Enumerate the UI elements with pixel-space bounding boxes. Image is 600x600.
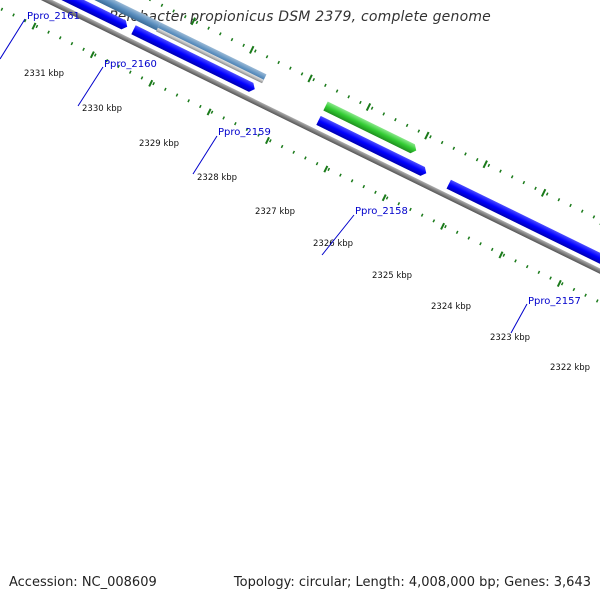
gene-ppro-2160-bar[interactable]: [36, 0, 161, 31]
scale-label: 2325 kbp: [372, 271, 412, 281]
callout-line: [0, 18, 26, 60]
scale-label: 2330 kbp: [82, 104, 122, 114]
outer-major-ticks: [190, 17, 600, 226]
gene-label-ppro-2157[interactable]: Ppro_2157: [528, 296, 581, 307]
gene-ppro-2159-shade: [156, 27, 264, 84]
callout-line: [192, 135, 218, 175]
gene-arrow[interactable]: [316, 115, 428, 178]
inner-major-ticks: [31, 22, 562, 288]
scale-label: 2331 kbp: [24, 69, 64, 79]
outer-tick-track: [148, 0, 600, 226]
callout-line: [77, 66, 104, 107]
scale-label: 2329 kbp: [139, 139, 179, 149]
genome-backbone: [0, 0, 600, 332]
gene-arrow[interactable]: [28, 0, 129, 31]
scale-label: 2326 kbp: [313, 239, 353, 249]
forward-gene-track: [28, 0, 600, 284]
callout-line: [321, 214, 355, 256]
accession-text: Accession: NC_008609: [9, 575, 157, 590]
genome-title: Pelobacter propionicus DSM 2379, complet…: [109, 9, 491, 25]
gene-ppro-2158-bar[interactable]: [323, 101, 418, 155]
scale-label: 2322 kbp: [550, 363, 590, 373]
gene-labels: Ppro_2161 Ppro_2160 Ppro_2159 Ppro_2158 …: [0, 11, 581, 334]
gene-arrow[interactable]: [446, 179, 600, 284]
scale-labels: 2331 kbp 2330 kbp 2329 kbp 2328 kbp 2327…: [24, 69, 590, 373]
pale-gene-track: [36, 0, 267, 84]
inner-minor-ticks: [0, 7, 599, 303]
inner-tick-track: [0, 7, 599, 303]
gene-label-ppro-2159[interactable]: Ppro_2159: [218, 127, 271, 138]
genome-tracks: [0, 0, 600, 332]
gene-arrow[interactable]: [131, 25, 257, 93]
scale-label: 2327 kbp: [255, 207, 295, 217]
callout-line: [510, 303, 528, 334]
gene-ppro-2159-bar[interactable]: [156, 22, 267, 83]
scale-label: 2328 kbp: [197, 173, 237, 183]
scale-label: 2323 kbp: [490, 333, 530, 343]
gene-label-ppro-2160[interactable]: Ppro_2160: [104, 59, 157, 70]
gene-label-ppro-2161[interactable]: Ppro_2161: [27, 11, 80, 22]
scale-label: 2324 kbp: [431, 302, 471, 312]
outer-minor-ticks: [148, 0, 596, 219]
genome-summary-text: Topology: circular; Length: 4,008,000 bp…: [233, 575, 591, 590]
gene-label-ppro-2158[interactable]: Ppro_2158: [355, 206, 408, 217]
